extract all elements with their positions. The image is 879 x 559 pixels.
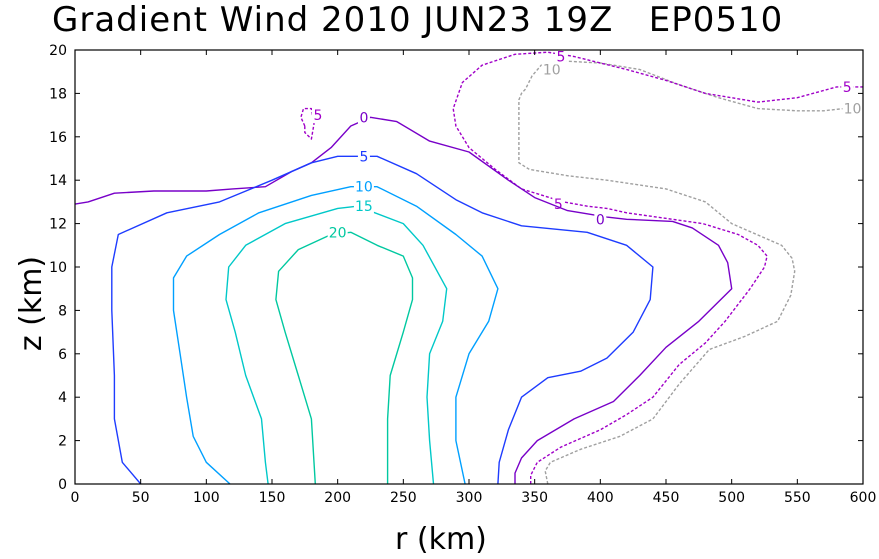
contour-label-10-0: 10 [355,180,373,196]
contour-line-10-0 [172,185,499,484]
y-tick-label-14: 14 [49,173,67,189]
contour-label-0-0: 0 [359,110,368,126]
contour-label-bg-neg5-3 [311,107,324,124]
contour-label-bg-neg10-0 [541,61,562,78]
y-tick-label-16: 16 [49,130,67,146]
y-tick-label-8: 8 [58,303,67,319]
contour-label-bg-neg5-2 [841,78,854,95]
y-tick-label-6: 6 [58,347,67,363]
x-tick-label-450: 450 [653,490,680,506]
contour-label-bg-15-0 [353,198,374,215]
x-tick-label-250: 250 [390,490,417,506]
y-tick-label-0: 0 [58,477,67,493]
x-tick-label-0: 0 [71,490,80,506]
x-tick-label-400: 400 [587,490,614,506]
contour-label-bg-10-0 [353,178,374,195]
plot-frame [74,49,864,485]
y-tick-label-4: 4 [58,390,67,406]
contour-label-neg10-1: 10 [844,102,862,118]
contour-label-neg5-0: 5 [556,50,565,66]
x-tick-label-300: 300 [456,490,483,506]
y-tick-label-12: 12 [49,217,67,233]
contour-label-neg5-1: 5 [554,197,563,213]
x-tick-label-100: 100 [193,490,220,506]
contour-label-neg5-2: 5 [843,80,852,96]
contour-label-bg-0-0 [357,109,370,126]
y-tick-label-18: 18 [49,86,67,102]
contour-label-0-1: 0 [596,212,605,228]
y-tick-label-20: 20 [49,43,67,59]
contour-line-neg5-1 [300,107,315,140]
contour-line-0-0 [75,116,733,484]
y-tick-label-10: 10 [49,260,67,276]
chart-title: Gradient Wind 2010 JUN23 19Z EP0510 [52,0,784,40]
contour-label-15-0: 15 [355,199,373,215]
contour-label-neg5-3: 5 [314,108,323,124]
contour-label-5-0: 5 [359,149,368,165]
x-tick-label-150: 150 [259,490,286,506]
x-tick-label-50: 50 [132,490,150,506]
y-tick-label-2: 2 [58,434,67,450]
x-tick-label-500: 500 [718,490,745,506]
contour-label-bg-20-0 [327,224,348,241]
contour-line-neg10-0 [518,60,863,484]
contour-line-neg5-0 [452,51,863,484]
contour-label-bg-neg10-1 [842,100,863,117]
contour-line-20-0 [275,231,414,484]
contour-label-neg10-0: 10 [543,63,561,79]
contour-line-5-0 [111,155,654,484]
contour-label-20-0: 20 [329,225,347,241]
contour-label-bg-neg5-0 [554,48,567,65]
x-tick-label-550: 550 [784,490,811,506]
x-tick-label-200: 200 [324,490,351,506]
x-axis-label: r (km) [395,522,487,557]
x-tick-label-350: 350 [521,490,548,506]
x-tick-label-600: 600 [850,490,877,506]
contour-label-bg-5-0 [357,148,370,165]
contour-line-15-0 [225,205,448,484]
contour-label-bg-0-1 [594,211,607,228]
